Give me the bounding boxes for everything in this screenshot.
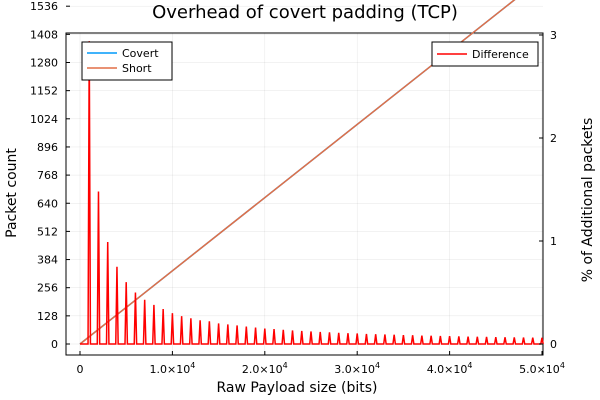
x-tick-label-2: 2.0×104 [242,361,288,376]
x-tick-label-3: 3.0×104 [334,361,380,376]
x-tick-label-5: 5.0×104 [519,361,565,376]
y-left-tick-label-4: 512 [37,225,58,238]
legend-left-box [81,41,173,81]
y-left-tick-label-2: 256 [37,282,58,295]
y-left-tick-label-12: 1536 [30,0,58,13]
grid [66,5,543,355]
legend-difference-label: Difference [472,48,529,61]
short-line [79,0,516,345]
y-right-tick-label-0: 0 [550,338,557,351]
difference-line [80,41,544,345]
y-right-tick-label-1: 1 [550,235,557,248]
legend-short-label: Short [122,62,152,75]
series-layer [79,0,544,345]
x-axis-label: Raw Payload size (bits) [216,380,377,396]
x-tick-label-0: 0 [77,363,84,376]
x-ticks: 0 1.0×104 2.0×104 3.0×104 4.0×104 5.0×104 [77,351,565,376]
y-left-tick-label-8: 1024 [30,113,58,126]
y-left-tick-label-11: 1408 [30,28,58,41]
x-tick-label-1: 1.0×104 [149,361,195,376]
y-left-tick-label-0: 0 [51,338,58,351]
y-left-tick-label-1: 128 [37,310,58,323]
legend-left: Covert Short [81,41,173,81]
y-left-tick-label-7: 896 [37,141,58,154]
y-ticks-right: 0 1 2 3 [539,29,557,351]
y-left-tick-label-3: 384 [37,254,58,267]
y-right-tick-label-2: 2 [550,132,557,145]
y-left-tick-label-10: 1280 [30,57,58,70]
y-axis-label-left: Packet count [4,148,20,238]
y-left-tick-label-6: 768 [37,169,58,182]
y-right-tick-label-3: 3 [550,29,557,42]
y-left-tick-label-5: 640 [37,197,58,210]
plot-frame [65,32,544,356]
chart-title: Overhead of covert padding (TCP) [152,2,458,23]
x-tick-label-4: 4.0×104 [427,361,473,376]
y-ticks-left: 0 128 256 384 512 640 768 896 1024 1152 1280 1408 15… [30,0,70,351]
legend-covert-label: Covert [122,47,159,60]
legend-right: Difference [431,41,539,67]
y-left-tick-label-9: 1152 [30,85,58,98]
y-axis-label-right: % of Additional packets [580,118,596,283]
